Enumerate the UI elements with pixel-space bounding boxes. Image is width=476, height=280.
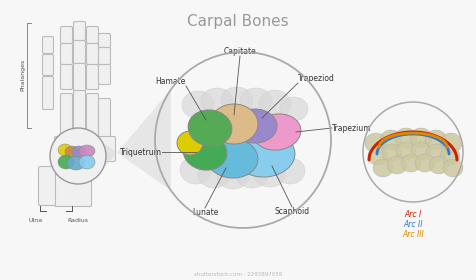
Ellipse shape bbox=[206, 138, 258, 178]
FancyBboxPatch shape bbox=[73, 64, 85, 92]
Ellipse shape bbox=[200, 88, 232, 114]
FancyBboxPatch shape bbox=[42, 55, 53, 76]
Ellipse shape bbox=[235, 133, 294, 177]
FancyBboxPatch shape bbox=[42, 76, 53, 109]
Ellipse shape bbox=[400, 154, 420, 172]
FancyBboxPatch shape bbox=[86, 43, 98, 64]
FancyBboxPatch shape bbox=[54, 137, 115, 162]
FancyBboxPatch shape bbox=[86, 64, 98, 90]
Text: Hamate: Hamate bbox=[155, 77, 186, 86]
Text: Triquetrum: Triquetrum bbox=[120, 148, 162, 157]
FancyBboxPatch shape bbox=[86, 94, 98, 137]
Ellipse shape bbox=[72, 146, 86, 158]
FancyBboxPatch shape bbox=[73, 90, 85, 136]
Ellipse shape bbox=[183, 134, 227, 170]
Ellipse shape bbox=[381, 144, 401, 162]
Ellipse shape bbox=[177, 131, 203, 155]
FancyBboxPatch shape bbox=[98, 99, 110, 137]
Ellipse shape bbox=[220, 87, 252, 113]
Ellipse shape bbox=[58, 144, 72, 156]
Polygon shape bbox=[102, 90, 170, 190]
Ellipse shape bbox=[253, 161, 286, 187]
FancyBboxPatch shape bbox=[60, 43, 72, 64]
Ellipse shape bbox=[414, 154, 434, 172]
FancyBboxPatch shape bbox=[60, 94, 72, 137]
FancyBboxPatch shape bbox=[98, 34, 110, 48]
Ellipse shape bbox=[209, 104, 258, 144]
Text: Ulna: Ulna bbox=[29, 218, 43, 223]
FancyBboxPatch shape bbox=[60, 27, 72, 43]
Ellipse shape bbox=[367, 147, 387, 165]
FancyBboxPatch shape bbox=[39, 167, 55, 206]
Ellipse shape bbox=[364, 133, 386, 153]
FancyBboxPatch shape bbox=[86, 27, 98, 43]
FancyBboxPatch shape bbox=[98, 64, 110, 85]
Ellipse shape bbox=[439, 133, 461, 153]
Ellipse shape bbox=[425, 144, 445, 162]
Text: Capitate: Capitate bbox=[223, 47, 256, 56]
Text: Radius: Radius bbox=[68, 218, 89, 223]
Text: Carpal Bones: Carpal Bones bbox=[187, 14, 288, 29]
Text: Phalanges: Phalanges bbox=[20, 59, 25, 91]
Ellipse shape bbox=[379, 130, 401, 150]
FancyBboxPatch shape bbox=[54, 162, 91, 207]
Ellipse shape bbox=[179, 156, 211, 184]
Text: Trapezium: Trapezium bbox=[331, 123, 371, 132]
Ellipse shape bbox=[386, 156, 406, 174]
Text: Arc II: Arc II bbox=[402, 220, 422, 229]
Ellipse shape bbox=[442, 159, 462, 177]
Ellipse shape bbox=[258, 90, 290, 118]
Ellipse shape bbox=[79, 155, 95, 169]
FancyBboxPatch shape bbox=[73, 41, 85, 64]
Ellipse shape bbox=[236, 162, 268, 188]
Ellipse shape bbox=[428, 156, 448, 174]
Ellipse shape bbox=[424, 130, 446, 150]
Ellipse shape bbox=[439, 147, 459, 165]
Ellipse shape bbox=[239, 88, 271, 114]
Ellipse shape bbox=[372, 159, 392, 177]
Ellipse shape bbox=[182, 91, 214, 119]
Circle shape bbox=[50, 128, 106, 184]
Ellipse shape bbox=[275, 158, 304, 184]
Ellipse shape bbox=[394, 128, 416, 148]
Ellipse shape bbox=[409, 128, 431, 148]
Text: Lunate: Lunate bbox=[191, 208, 218, 217]
Text: shutterstock.com · 2293897059: shutterstock.com · 2293897059 bbox=[193, 272, 281, 277]
Text: Scaphoid: Scaphoid bbox=[274, 207, 309, 216]
Text: Arc III: Arc III bbox=[401, 230, 423, 239]
Ellipse shape bbox=[58, 155, 74, 169]
Ellipse shape bbox=[279, 97, 307, 121]
Ellipse shape bbox=[410, 142, 430, 160]
Ellipse shape bbox=[253, 114, 300, 150]
Ellipse shape bbox=[67, 156, 85, 170]
FancyBboxPatch shape bbox=[42, 36, 53, 53]
Ellipse shape bbox=[395, 142, 415, 160]
FancyBboxPatch shape bbox=[73, 22, 85, 41]
FancyBboxPatch shape bbox=[98, 48, 110, 64]
Text: Trapeziod: Trapeziod bbox=[298, 74, 334, 83]
Ellipse shape bbox=[65, 146, 79, 158]
Ellipse shape bbox=[188, 110, 231, 146]
Text: Arc I: Arc I bbox=[404, 210, 421, 219]
Ellipse shape bbox=[232, 109, 277, 143]
Ellipse shape bbox=[79, 145, 95, 157]
Ellipse shape bbox=[198, 160, 229, 188]
FancyBboxPatch shape bbox=[60, 64, 72, 90]
Ellipse shape bbox=[217, 163, 248, 189]
